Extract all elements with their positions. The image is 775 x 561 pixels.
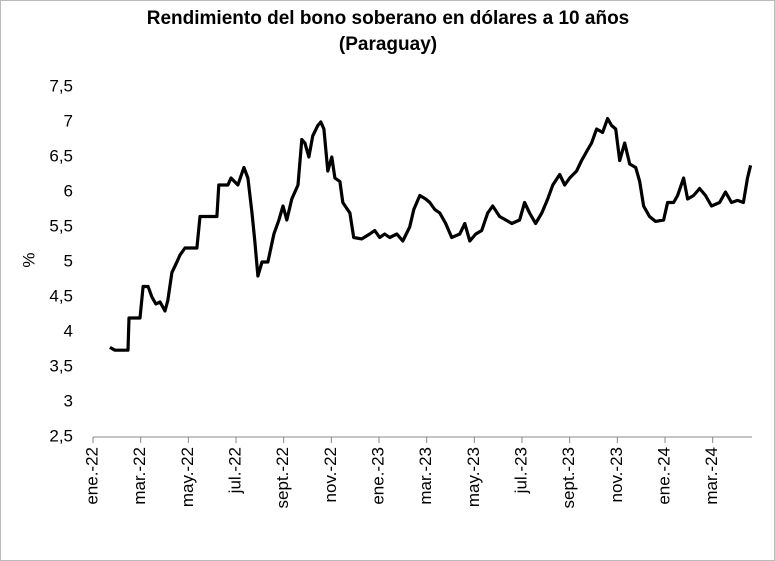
x-tick-label: jul.-22 <box>225 447 244 494</box>
y-tick-label: 6,5 <box>49 146 73 165</box>
y-tick-label: 5,5 <box>49 216 73 235</box>
y-tick-label: 3 <box>64 391 73 410</box>
x-tick-label: ene.-24 <box>654 447 673 505</box>
x-tick-label: mar.-24 <box>702 447 721 505</box>
x-tick-label: ene.-23 <box>368 447 387 505</box>
x-tick-label: mar.-23 <box>416 447 435 505</box>
y-tick-label: 5 <box>64 251 73 270</box>
x-tick-label: sept.-22 <box>273 447 292 508</box>
chart-subtitle: (Paraguay) <box>339 34 437 55</box>
x-tick-label: may.-22 <box>178 447 197 507</box>
x-tick-label: sept.-23 <box>559 447 578 508</box>
x-tick-label: ene.-22 <box>82 447 101 505</box>
x-tick-label: jul.-23 <box>511 447 530 494</box>
y-tick-label: 2,5 <box>49 426 73 445</box>
y-axis-label: % <box>19 252 38 267</box>
y-tick-label: 7,5 <box>49 76 73 95</box>
x-tick-label: nov.-22 <box>321 447 340 502</box>
chart-title: Rendimiento del bono soberano en dólares… <box>147 8 630 29</box>
x-tick-label: nov.-23 <box>607 447 626 502</box>
y-tick-label: 3,5 <box>49 356 73 375</box>
x-tick-label: may.-23 <box>464 447 483 507</box>
y-tick-label: 4,5 <box>49 286 73 305</box>
y-tick-label: 7 <box>64 111 73 130</box>
line-series <box>109 116 753 352</box>
y-tick-label: 6 <box>64 181 73 200</box>
x-tick-label: mar.-22 <box>130 447 149 505</box>
y-tick-label: 4 <box>64 321 73 340</box>
